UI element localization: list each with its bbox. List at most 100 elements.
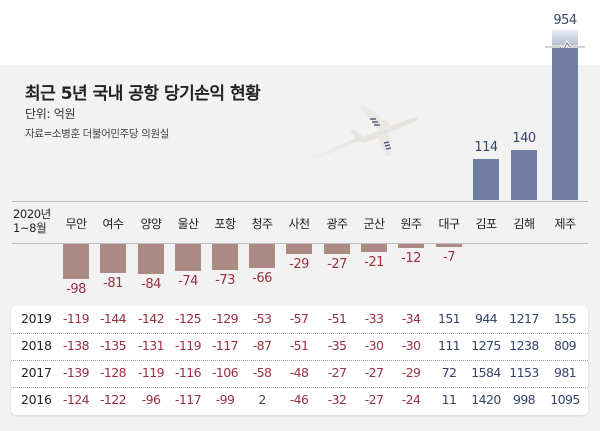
bar-value-label: 114: [474, 140, 498, 155]
category-label: 원주: [400, 217, 422, 231]
table-cell: 1584: [471, 365, 501, 380]
table-cell: -117: [175, 392, 202, 407]
table-cell: -33: [364, 311, 384, 326]
bar: [552, 48, 578, 200]
table-cell: -99: [215, 392, 235, 407]
category-label: 대구: [438, 217, 460, 231]
table-cell: 1238: [509, 338, 539, 353]
table-cell: -27: [327, 365, 347, 380]
axis-top-line: [12, 201, 588, 202]
table-cell: -144: [100, 311, 127, 326]
bar-value-label: -7: [443, 250, 455, 265]
bar: [175, 244, 201, 271]
table-cell: -27: [364, 365, 384, 380]
bar: [249, 244, 275, 268]
category-label: 포항: [214, 217, 236, 231]
table-cell: -139: [63, 365, 90, 380]
table-cell: -51: [289, 338, 309, 353]
table-year: 2019: [21, 311, 52, 326]
table-cell: -24: [401, 392, 421, 407]
table-row: 2017 -139 -128 -119 -116 -106 -58 -48 -27 -27 -29 7…: [11, 360, 588, 388]
table-cell: 1153: [509, 365, 539, 380]
bar-value-label: -84: [141, 277, 161, 292]
table-cell: -142: [138, 311, 165, 326]
bar: [63, 244, 89, 279]
table-cell: 809: [553, 338, 577, 353]
table-cell: -122: [100, 392, 127, 407]
table-cell: -48: [289, 365, 309, 380]
table-cell: -129: [212, 311, 239, 326]
table-cell: 944: [474, 311, 498, 326]
airplane-icon: [279, 105, 418, 172]
bar: [473, 159, 499, 200]
category-label: 여수: [102, 217, 124, 231]
period-label: 2020년 1~8월: [13, 207, 51, 235]
category-label: 김해: [513, 217, 535, 231]
bar-value-label: -21: [364, 255, 384, 270]
table-cell: -125: [175, 311, 202, 326]
table-cell: -128: [100, 365, 127, 380]
bar: [324, 244, 350, 254]
table-cell: -29: [401, 365, 421, 380]
table-cell: -119: [138, 365, 165, 380]
table-cell: 151: [437, 311, 461, 326]
table-row: 2016 -124 -122 -96 -117 -99 2 -46 -32 -27 -24 11 142…: [11, 387, 588, 414]
table-cell: -57: [289, 311, 309, 326]
table-cell: -96: [141, 392, 161, 407]
table-cell: -58: [252, 365, 272, 380]
table-cell: 981: [553, 365, 577, 380]
table-cell: -87: [252, 338, 272, 353]
table-cell: 155: [553, 311, 577, 326]
table-cell: -30: [401, 338, 421, 353]
category-label: 제주: [554, 217, 576, 231]
table-cell: -117: [212, 338, 239, 353]
bar: [100, 244, 126, 273]
table-year: 2016: [21, 392, 52, 407]
table-cell: -53: [252, 311, 272, 326]
bar-value-label: -12: [401, 251, 421, 266]
table-cell: 1275: [471, 338, 501, 353]
bar: [436, 244, 462, 247]
table-cell: -27: [364, 392, 384, 407]
category-label: 무안: [65, 217, 87, 231]
table-cell: 1095: [550, 392, 580, 407]
table-cell: 1420: [471, 392, 501, 407]
table-cell: 11: [441, 392, 457, 407]
table-cell: -106: [212, 365, 239, 380]
bar-value-label: -29: [289, 257, 309, 272]
bar: [212, 244, 238, 270]
category-label: 사천: [288, 217, 310, 231]
table-cell: -135: [100, 338, 127, 353]
table-cell: 998: [512, 392, 536, 407]
table-cell: -138: [63, 338, 90, 353]
table-cell: -32: [327, 392, 347, 407]
bar-value-label: -98: [66, 282, 86, 297]
table-cell: -116: [175, 365, 202, 380]
table-cell: -124: [63, 392, 90, 407]
history-table: 2019 -119 -144 -142 -125 -129 -53 -57 -51 -33 -34 1…: [11, 306, 588, 415]
bar: [361, 244, 387, 252]
table-cell: -51: [327, 311, 347, 326]
table-cell: -30: [364, 338, 384, 353]
category-label: 광주: [326, 217, 348, 231]
bar-value-label: -81: [103, 276, 123, 291]
category-label: 김포: [475, 217, 497, 231]
table-cell: -34: [401, 311, 421, 326]
chart-title: 최근 5년 국내 공항 당기손익 현황: [25, 84, 261, 104]
category-label: 청주: [251, 217, 273, 231]
table-row: 2019 -119 -144 -142 -125 -129 -53 -57 -51 -33 -34 1…: [11, 306, 588, 334]
bar-value-label: 954: [553, 13, 577, 28]
table-year: 2017: [21, 365, 52, 380]
bar: [138, 244, 164, 274]
category-label: 울산: [177, 217, 199, 231]
bar: [511, 150, 537, 200]
source-label: 자료=소병훈 더불어민주당 의원실: [25, 128, 169, 140]
top-white-band: [0, 0, 600, 65]
axis-break-fade: [552, 30, 578, 48]
category-label: 양양: [140, 217, 162, 231]
table-row: 2018 -138 -135 -131 -119 -117 -87 -51 -35 -30 -30 1…: [11, 333, 588, 361]
table-cell: 72: [441, 365, 457, 380]
table-cell: -131: [138, 338, 165, 353]
category-label: 군산: [363, 217, 385, 231]
bar-value-label: -66: [252, 271, 272, 286]
